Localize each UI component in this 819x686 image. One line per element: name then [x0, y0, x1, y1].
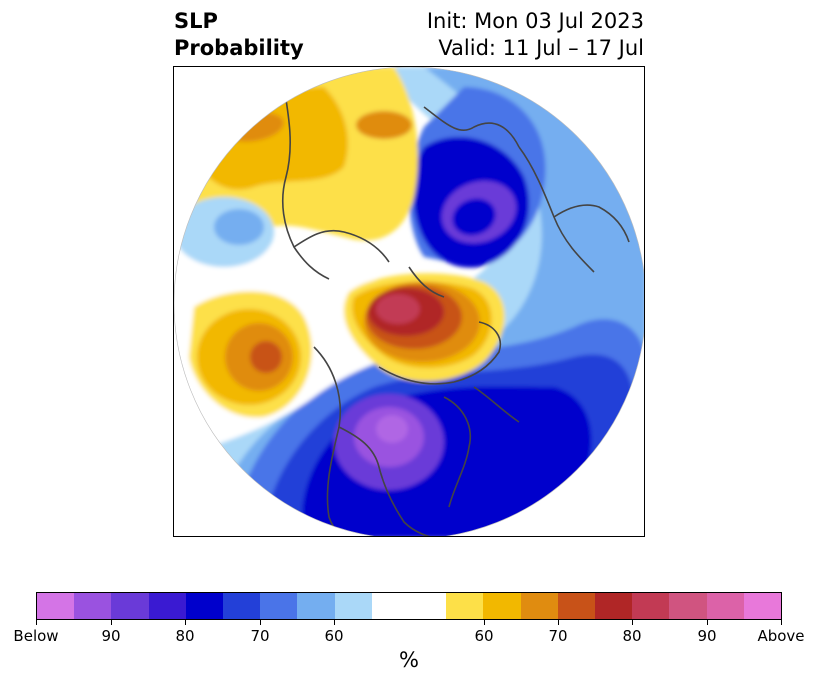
- colorbar-swatch-10: [409, 593, 447, 619]
- colorbar-tick-label: 60: [324, 627, 344, 645]
- colorbar-tick-label: 70: [250, 627, 270, 645]
- below-core-south-lavender: [376, 415, 408, 443]
- colorbar-tick-label: 70: [548, 627, 568, 645]
- colorbar-swatch-8: [334, 593, 372, 619]
- map-svg: [174, 67, 644, 536]
- colorbar-swatch-6: [260, 593, 298, 619]
- colorbar-tick-mark: [558, 620, 559, 625]
- below-core-north-deep: [452, 198, 496, 236]
- colorbar-swatch-7: [297, 593, 335, 619]
- colorbar: [36, 592, 782, 620]
- coastline-1: [338, 426, 440, 536]
- colorbar-swatch-0: [37, 593, 75, 619]
- colorbar-tick-mark: [707, 620, 708, 625]
- colorbar-swatch-12: [483, 593, 521, 619]
- coastline-3: [443, 396, 471, 508]
- colorbar-swatch-1: [74, 593, 112, 619]
- colorbar-swatch-19: [743, 593, 782, 619]
- colorbar-tick-mark: [185, 620, 186, 625]
- coastline-5: [293, 229, 390, 263]
- colorbar-tick-label: Below: [13, 627, 59, 645]
- colorbar-swatch-16: [632, 593, 670, 619]
- colorbar-tick-mark: [111, 620, 112, 625]
- colorbar-swatch-14: [557, 593, 596, 619]
- colorbar-tick-label: 80: [175, 627, 195, 645]
- above-core-central-crimson: [376, 294, 420, 324]
- above-core-northeast-amber: [356, 111, 412, 139]
- coastline-2: [378, 321, 501, 385]
- chart-title-left: SLP Probability: [174, 8, 304, 62]
- coastline-10: [408, 266, 445, 298]
- coastline-4: [281, 86, 330, 280]
- colorbar-tick-mark: [632, 620, 633, 625]
- colorbar-swatch-9: [371, 593, 410, 619]
- colorbar-tick-mark: [781, 620, 782, 625]
- coastline-9: [473, 386, 520, 423]
- title-measure: Probability: [174, 36, 304, 60]
- map-fields: [174, 67, 644, 536]
- title-variable: SLP: [174, 9, 218, 33]
- colorbar-swatch-13: [520, 593, 558, 619]
- colorbar-unit-label: %: [399, 648, 419, 672]
- colorbar-swatch-2: [111, 593, 149, 619]
- colorbar-swatch-4: [185, 593, 224, 619]
- colorbar-tick-mark: [484, 620, 485, 625]
- coastline-6: [423, 106, 520, 148]
- colorbar-tick-label: 90: [101, 627, 121, 645]
- colorbar-tick-label: 80: [622, 627, 642, 645]
- colorbar-swatch-18: [706, 593, 744, 619]
- below-patch-west-light: [214, 209, 264, 245]
- colorbar-swatch-3: [148, 593, 186, 619]
- coastline-8: [553, 204, 630, 243]
- colorbar-swatch-15: [595, 593, 633, 619]
- above-region-northwest-gold: [194, 87, 348, 190]
- colorbar-swatch-11: [446, 593, 484, 619]
- colorbar-tick-label: 60: [474, 627, 494, 645]
- above-core-west-orange: [250, 341, 282, 373]
- colorbar-swatch-17: [669, 593, 707, 619]
- title-valid-range: Valid: 11 Jul – 17 Jul: [438, 36, 644, 60]
- colorbar-tick-label: Above: [757, 627, 805, 645]
- colorbar-swatch-5: [223, 593, 261, 619]
- probability-map: [173, 66, 645, 537]
- title-init-date: Init: Mon 03 Jul 2023: [426, 9, 644, 33]
- colorbar-tick-mark: [260, 620, 261, 625]
- colorbar-tick-mark: [334, 620, 335, 625]
- colorbar-tick-mark: [36, 620, 37, 625]
- chart-title-right: Init: Mon 03 Jul 2023 Valid: 11 Jul – 17…: [427, 8, 644, 62]
- colorbar-tick-label: 90: [697, 627, 717, 645]
